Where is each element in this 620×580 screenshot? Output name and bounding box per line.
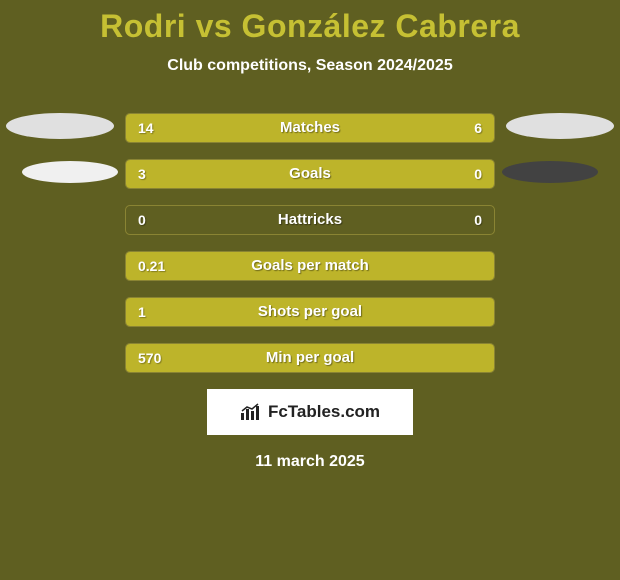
stat-label: Min per goal	[126, 344, 494, 372]
player-left-ellipse-1	[6, 113, 114, 139]
stat-row-min-per-goal: 570 Min per goal	[125, 343, 495, 373]
stat-right-value: 0	[474, 160, 482, 188]
stat-row-goals-per-match: 0.21 Goals per match	[125, 251, 495, 281]
date-label: 11 march 2025	[0, 453, 620, 471]
stat-row-hattricks: 0 Hattricks 0	[125, 205, 495, 235]
stat-row-shots-per-goal: 1 Shots per goal	[125, 297, 495, 327]
stat-bars: 14 Matches 6 3 Goals 0 0 Hattricks 0	[125, 113, 495, 373]
stat-label: Shots per goal	[126, 298, 494, 326]
stat-row-matches: 14 Matches 6	[125, 113, 495, 143]
stat-row-goals: 3 Goals 0	[125, 159, 495, 189]
stat-label: Goals per match	[126, 252, 494, 280]
player-right-ellipse-1	[506, 113, 614, 139]
brand-text: FcTables.com	[268, 402, 380, 422]
player-left-ellipse-2	[22, 161, 118, 183]
stat-label: Matches	[126, 114, 494, 142]
stat-right-value: 0	[474, 206, 482, 234]
brand-box: FcTables.com	[207, 389, 413, 435]
player-right-ellipse-2	[502, 161, 598, 183]
stat-label: Hattricks	[126, 206, 494, 234]
stats-area: 14 Matches 6 3 Goals 0 0 Hattricks 0	[0, 113, 620, 471]
stat-label: Goals	[126, 160, 494, 188]
stat-right-value: 6	[474, 114, 482, 142]
subtitle: Club competitions, Season 2024/2025	[0, 57, 620, 75]
comparison-card: Rodri vs González Cabrera Club competiti…	[0, 0, 620, 471]
page-title: Rodri vs González Cabrera	[0, 8, 620, 45]
chart-icon	[240, 403, 262, 421]
